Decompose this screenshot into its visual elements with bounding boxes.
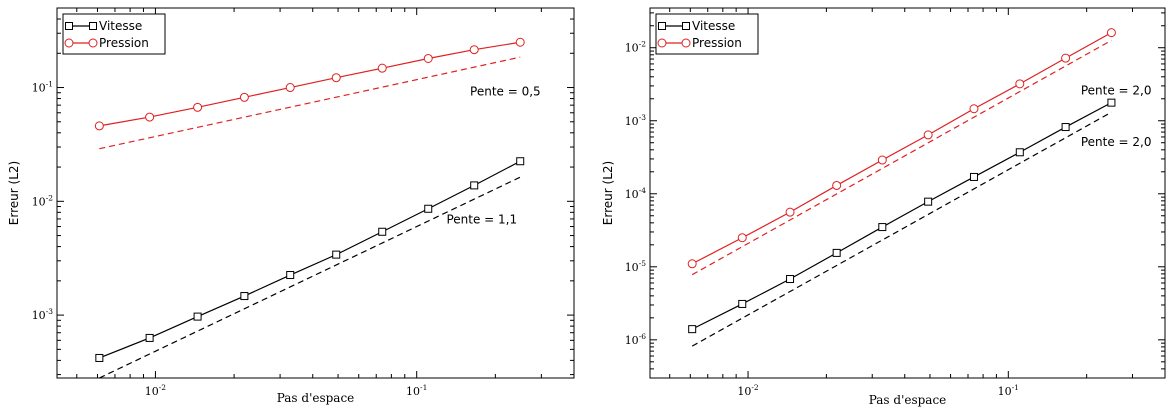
data-point-square [378,227,387,236]
series-line-vitesse [99,160,521,359]
chart-2: 10-2 10-1 10-6 10-5 10-4 10-3 10-2 Pas d'espace… [601,7,1166,407]
data-point-square [738,299,747,308]
x-tick-label: 10-2 [145,383,167,398]
legend-marker-square [89,22,97,30]
legend-marker-square [65,22,73,30]
data-point-square [424,204,433,213]
data-point-square [286,271,295,280]
legend-box [655,13,759,55]
data-point-square [1061,123,1070,132]
y-tick-label: 10-3 [625,113,647,128]
x-tick-label: 10-1 [406,383,427,398]
data-point-square [832,248,841,257]
legend-label: Vitesse [692,19,735,33]
data-point-circle [377,63,387,73]
data-point-circle [331,73,341,83]
data-point-square [240,292,249,301]
slope-annotation: Pente = 2,0 [1081,135,1152,149]
data-point-circle [923,130,933,140]
slope-reference-line [99,176,521,379]
data-point-circle [785,207,795,217]
data-point-square [470,181,479,190]
y-axis-label: Erreur (L2) [7,161,21,225]
data-point-square [786,275,795,284]
data-point-circle [469,45,479,55]
y-tick-label: 10-1 [32,80,53,95]
slope-reference-line [691,39,1112,276]
data-point-square [1107,98,1116,107]
plot-frame [56,7,575,379]
x-axis-label: Pas d'espace [277,391,355,405]
slope-reference-line [691,111,1112,347]
data-point-circle [285,83,295,93]
plot-frame [649,7,1166,379]
data-point-circle [1106,28,1116,38]
x-tick-label: 10-1 [998,383,1019,398]
data-point-circle [239,92,249,102]
data-point-circle [515,37,525,47]
legend-label: Pression [692,36,742,50]
series-line-vitesse [691,102,1112,330]
data-point-square [95,353,104,362]
data-point-circle [94,121,104,131]
legend-marker-circle [681,38,691,48]
data-point-square [969,172,978,181]
series-line-pression [99,41,521,127]
data-point-circle [969,104,979,114]
data-point-square [1015,148,1024,157]
data-point-square [688,325,697,334]
data-point-circle [737,233,747,243]
data-point-square [332,250,341,259]
data-point-square [924,197,933,206]
y-tick-label: 10-6 [625,332,647,347]
data-point-circle [1061,53,1071,63]
data-point-circle [145,112,155,122]
legend-marker-circle [88,38,98,48]
y-tick-label: 10-3 [32,307,54,322]
data-point-square [516,157,525,166]
legend-marker-square [658,22,666,30]
legend-marker-square [682,22,690,30]
data-point-square [878,223,887,232]
legend-marker-circle [64,38,74,48]
y-tick-label: 10-4 [625,186,647,201]
data-point-circle [423,53,433,63]
series-line-pression [691,32,1112,265]
legend-box [62,13,166,55]
y-tick-label: 10-5 [625,259,647,274]
data-point-square [145,333,154,342]
data-point-circle [1015,79,1025,89]
chart-1: 10-2 10-1 10-3 10-2 10-1 Pas d'espace Erreur (… [7,7,575,405]
legend-label: Pression [99,36,149,50]
data-point-circle [193,102,203,112]
x-tick-label: 10-2 [737,383,759,398]
data-point-circle [832,180,842,190]
data-point-square [193,312,202,321]
y-tick-label: 10-2 [32,193,54,208]
y-axis-label: Erreur (L2) [601,161,615,225]
data-point-circle [687,259,697,269]
legend-marker-circle [657,38,667,48]
slope-annotation: Pente = 2,0 [1081,83,1152,97]
y-tick-label: 10-2 [625,40,647,55]
x-axis-label: Pas d'espace [869,393,947,407]
slope-reference-line [99,56,521,150]
legend-label: Vitesse [99,19,142,33]
slope-annotation: Pente = 0,5 [470,85,541,99]
data-point-circle [877,155,887,165]
slope-annotation: Pente = 1,1 [446,212,517,226]
